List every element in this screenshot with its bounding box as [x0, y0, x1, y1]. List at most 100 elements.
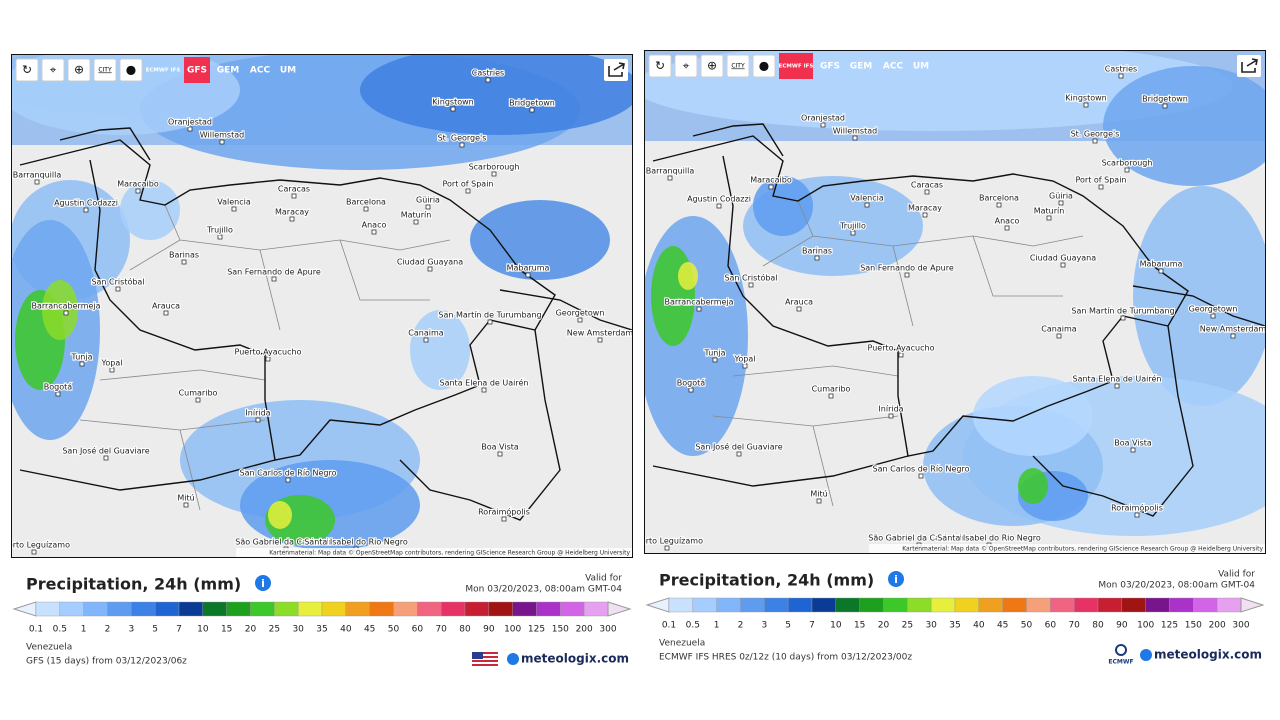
- city-label: Trujillo: [206, 226, 233, 235]
- flag-stripe: [472, 662, 498, 664]
- model-button[interactable]: [779, 53, 813, 79]
- legend-tick-label: 10: [830, 621, 842, 631]
- legend-tick-label: 300: [1232, 621, 1249, 631]
- legend-tick-label: 1: [81, 625, 87, 635]
- city-label: Barinas: [802, 247, 832, 256]
- tool-button[interactable]: [752, 54, 776, 78]
- tool-button[interactable]: [67, 58, 91, 82]
- tool-button[interactable]: [726, 54, 750, 78]
- legend-tick-label: 200: [1209, 621, 1226, 631]
- city-label: San Fernando de Apure: [860, 264, 954, 273]
- valid-time: Mon 03/20/2023, 08:00am GMT-04: [465, 585, 622, 595]
- legend-swatch: [764, 597, 789, 613]
- city-marker: [1162, 103, 1168, 109]
- info-icon[interactable]: [255, 575, 271, 591]
- city-marker: [1230, 333, 1236, 339]
- city-label: New Amsterdam: [567, 329, 634, 338]
- legend-tick-label: 70: [435, 625, 447, 635]
- city-marker: [1120, 315, 1126, 321]
- tool-icon: ⊕: [74, 63, 84, 77]
- legend-arrow-left: [12, 601, 37, 617]
- legend-tick-label: 90: [1116, 621, 1128, 631]
- city-label: Barcelona: [346, 198, 386, 207]
- legend-tick-label: 20: [245, 625, 257, 635]
- legend-swatch: [393, 601, 418, 617]
- city-label: Maracaibo: [750, 176, 792, 185]
- city-label: Santa Isabel do Rio Negro: [937, 534, 1041, 543]
- precip-area: [42, 280, 78, 340]
- city-label: Georgetown: [1189, 305, 1238, 314]
- city-label: Puerto Ayacucho: [235, 348, 302, 357]
- tool-button[interactable]: [648, 54, 672, 78]
- legend-tick-label: 90: [483, 625, 495, 635]
- legend-swatch: [417, 601, 442, 617]
- city-marker: [109, 367, 115, 373]
- city-label: Tunja: [704, 349, 726, 358]
- city-marker: [63, 310, 69, 316]
- flag-stripe: [472, 654, 498, 656]
- city-label: Yopal: [101, 359, 123, 368]
- model-label: ECMWF IFS: [146, 68, 181, 74]
- city-marker: [1210, 313, 1216, 319]
- city-marker: [1118, 73, 1124, 79]
- model-button[interactable]: [184, 57, 210, 83]
- tool-icon: ⊕: [707, 59, 717, 73]
- city-marker: [1098, 184, 1104, 190]
- city-label: Caracas: [278, 185, 310, 194]
- legend-swatch: [978, 597, 1003, 613]
- tool-button[interactable]: [15, 58, 39, 82]
- legend-tick-label: 3: [128, 625, 134, 635]
- legend-swatch: [464, 601, 490, 617]
- city-label: Ciudad Guayana: [397, 258, 463, 267]
- city-label: São Gabriel da Cachoeira: [868, 534, 970, 543]
- model-source: ECMWF IFS HRES 0z/12z (10 days) from 03/…: [659, 653, 912, 663]
- city-label: Puerto Ayacucho: [868, 344, 935, 353]
- legend-swatch: [107, 601, 132, 617]
- city-marker: [529, 107, 535, 113]
- city-label: Puerto Leguízamo: [0, 541, 70, 550]
- city-button-label: CITY: [731, 63, 745, 70]
- legend-swatch: [1216, 597, 1242, 613]
- city-label: Puerto Leguízamo: [631, 537, 703, 546]
- city-label: San Martín de Turumbang: [1071, 307, 1174, 316]
- legend-tick-label: 25: [269, 625, 280, 635]
- legend-swatch: [1097, 597, 1123, 613]
- valid-time: Mon 03/20/2023, 08:00am GMT-04: [1098, 581, 1255, 591]
- city-marker: [1058, 200, 1064, 206]
- city-marker: [864, 202, 870, 208]
- city-label: Roraimópolis: [1111, 503, 1163, 513]
- state-borders: [79, 204, 451, 511]
- tool-button[interactable]: [119, 58, 143, 82]
- valid-label: Valid for: [1218, 570, 1255, 580]
- city-label: Güiria: [1049, 192, 1073, 201]
- tool-button[interactable]: [93, 58, 117, 82]
- tool-button[interactable]: [700, 54, 724, 78]
- city-label: Santa Elena de Uairén: [1073, 374, 1162, 384]
- share-button[interactable]: [1237, 55, 1261, 77]
- legend-swatch: [859, 597, 884, 613]
- share-button[interactable]: [604, 59, 628, 81]
- attribution: Kartenmaterial: Map data © OpenStreetMap…: [902, 546, 1263, 553]
- city-marker: [291, 193, 297, 199]
- brand: meteologix.com: [521, 652, 629, 666]
- tool-button[interactable]: [41, 58, 65, 82]
- city-marker: [187, 126, 193, 132]
- tool-button[interactable]: [674, 54, 698, 78]
- city-label: San José del Guaviare: [695, 442, 782, 452]
- city-label: Mitú: [177, 494, 194, 503]
- city-marker: [748, 282, 754, 288]
- attribution-bg: [869, 544, 1265, 553]
- legend-tick-label: 200: [576, 625, 593, 635]
- legend-arrow-right: [1240, 597, 1265, 613]
- precip-area: [410, 310, 470, 390]
- precip-area: [678, 262, 698, 290]
- legend-swatch: [345, 601, 370, 617]
- city-label: Santa Elena de Uairén: [440, 378, 529, 388]
- city-marker: [465, 188, 471, 194]
- city-label: Valencia: [217, 198, 251, 207]
- city-label: Cumaribo: [179, 389, 218, 398]
- region: Venezuela: [26, 643, 72, 653]
- legend-tick-label: 40: [340, 625, 352, 635]
- city-marker: [497, 451, 503, 457]
- info-icon[interactable]: [888, 571, 904, 587]
